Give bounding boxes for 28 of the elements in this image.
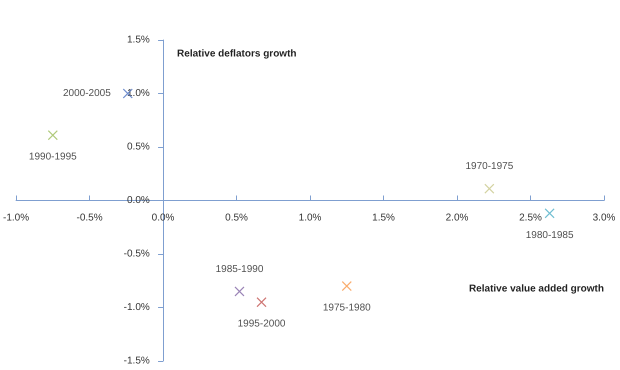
y-tick-label: -0.5% [124,248,150,260]
x-tick-label: 1.5% [372,212,396,224]
y-tick-label: 1.5% [126,34,150,46]
x-tick-label: 3.0% [592,212,616,224]
x-axis-title: Relative value added growth [468,283,604,294]
point [256,297,267,308]
series-label: 2000-2005 [62,88,112,99]
y-tick-label: 0.5% [126,142,150,152]
y-axis-title: Relative deflators growth [177,48,297,60]
point [48,130,58,140]
series-label: 1975-1980 [322,302,372,314]
series-label: 1980-1985 [526,230,574,241]
x-tick-label: 1.0% [298,212,322,224]
point [484,184,494,194]
x-tick-label: -1.0% [3,212,30,224]
x-tick-label: 2.0% [446,212,469,224]
point [234,286,245,297]
x-tick-label: 0.5% [225,212,248,224]
series-label: 1985-1990 [216,264,264,275]
x-tick-label: -0.5% [76,212,103,224]
series-label: 1990-1995 [28,152,78,163]
y-tick-label: -1.5% [124,356,150,366]
x-tick-label: 2.5% [519,212,542,224]
point [342,281,352,292]
series-label: 1970-1975 [465,161,514,172]
y-tick-label: -1.0% [124,302,150,313]
series-label: 1995-2000 [238,318,286,330]
point [544,208,555,218]
